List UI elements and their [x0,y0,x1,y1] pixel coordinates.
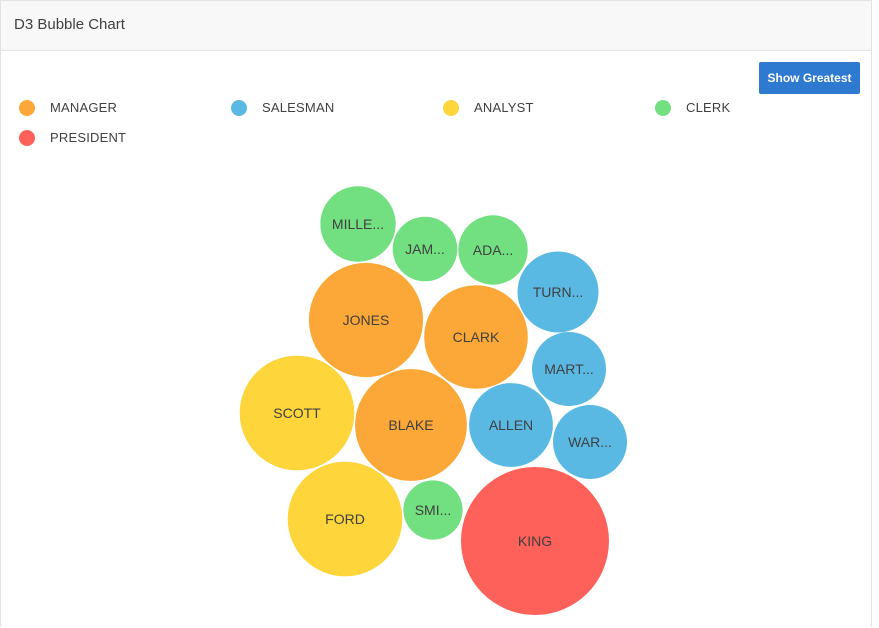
bubble-circle[interactable] [239,355,355,471]
bubble[interactable]: KING [461,467,609,615]
bubble[interactable]: TURN... [517,251,599,333]
bubble[interactable]: WAR... [553,405,627,479]
legend-label: SALESMAN [262,100,335,115]
bubble[interactable]: MILLE... [320,186,396,262]
bubble[interactable]: JAM... [392,216,458,282]
bubble-label: MILLE... [332,216,384,232]
bubble-circle[interactable] [308,262,424,378]
bubble[interactable]: SCOTT [239,355,355,471]
bubble-label: ADA... [473,242,513,258]
bubble[interactable]: SMI... [403,480,463,540]
show-greatest-button[interactable]: Show Greatest [759,62,860,94]
bubble-label: SMI... [415,502,452,518]
bubble-circle[interactable] [532,332,606,406]
bubble-circle[interactable] [287,461,403,577]
bubble-label: BLAKE [388,417,433,433]
bubble[interactable]: CLARK [424,285,528,389]
legend-swatch [19,100,35,116]
bubble-label: FORD [325,511,365,527]
bubble-label: CLARK [453,329,500,345]
bubble-circle[interactable] [469,383,553,467]
bubble[interactable]: ALLEN [469,383,553,467]
region-header: D3 Bubble Chart [1,1,871,51]
bubble-label: JONES [343,312,390,328]
legend-label: MANAGER [50,100,118,115]
legend-label: ANALYST [474,100,534,115]
bubble-circle[interactable] [553,405,627,479]
bubble-label: TURN... [533,284,584,300]
bubble-label: ALLEN [489,417,533,433]
bubble-circle[interactable] [461,467,609,615]
bubble-label: SCOTT [273,405,321,421]
bubble-circle[interactable] [424,285,528,389]
legend-label: CLERK [686,100,731,115]
bubble[interactable]: FORD [287,461,403,577]
bubble[interactable]: ADA... [458,215,528,285]
bubble-circle[interactable] [517,251,599,333]
bubble[interactable]: BLAKE [355,369,467,481]
bubble-circle[interactable] [355,369,467,481]
bubble-circle[interactable] [392,216,458,282]
legend-swatch [655,100,671,116]
region-title: D3 Bubble Chart [14,16,125,33]
legend-swatch [443,100,459,116]
bubble-label: KING [518,533,552,549]
bubble-circle[interactable] [458,215,528,285]
bubble-circle[interactable] [320,186,396,262]
bubble-label: JAM... [405,241,445,257]
legend-swatch [19,130,35,146]
bubble[interactable]: MART... [532,332,606,406]
bubble-circle[interactable] [403,480,463,540]
legend-label: PRESIDENT [50,130,127,145]
bubble-label: WAR... [568,434,612,450]
legend-swatch [231,100,247,116]
chart-legend: MANAGER SALESMAN ANALYST CLERK PRESIDENT [0,0,872,160]
bubble-label: MART... [544,361,594,377]
bubble[interactable]: JONES [308,262,424,378]
